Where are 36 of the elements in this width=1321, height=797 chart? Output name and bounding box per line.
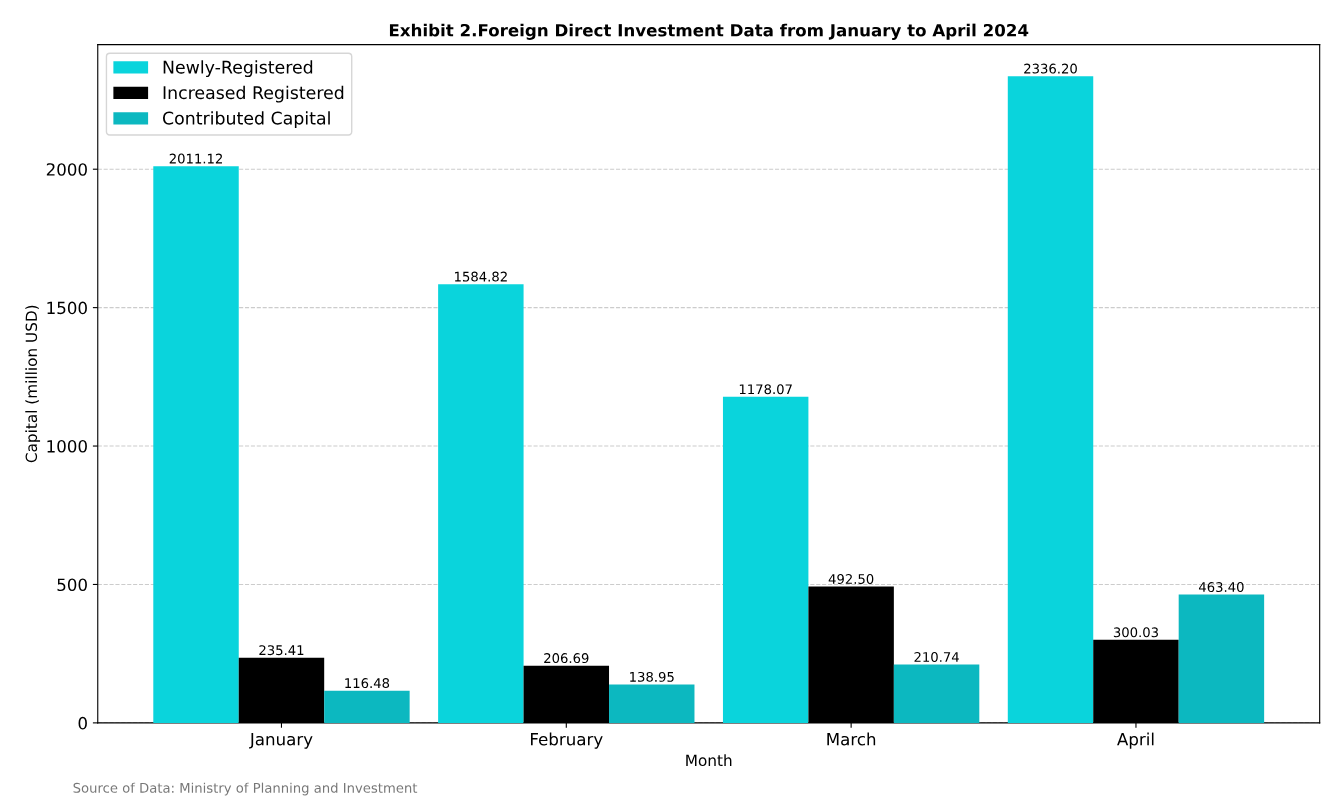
bar — [1007, 76, 1094, 723]
bar — [893, 664, 980, 723]
y-tick-label: 2000 — [46, 163, 87, 176]
chart-title: Exhibit 2.Foreign Direct Investment Data from January to April 2024 — [389, 23, 1029, 40]
data-label: 206.69 — [544, 653, 589, 664]
y-tick-label: 0 — [78, 716, 87, 730]
legend-label: Contributed Capital — [162, 111, 330, 129]
y-tick-label: 1500 — [47, 301, 87, 315]
x-tick-label: February — [531, 732, 603, 749]
x-tick-label: January — [249, 733, 313, 749]
data-label: 300.03 — [1113, 627, 1158, 638]
bar — [438, 284, 524, 723]
legend-label: Newly-Registered — [163, 60, 313, 78]
data-label: 116.48 — [345, 678, 390, 689]
x-tick-label: April — [1117, 732, 1154, 749]
data-label: 2011.12 — [169, 153, 222, 164]
bar — [1178, 594, 1265, 723]
data-label: 463.40 — [1198, 582, 1244, 593]
data-label: 210.74 — [914, 652, 959, 662]
data-label: 138.95 — [630, 671, 674, 682]
bar — [609, 684, 695, 723]
x-tick-label: March — [827, 732, 876, 746]
source-note: Source of Data: Ministry of Planning and Investment — [73, 782, 418, 796]
y-tick-label: 500 — [57, 578, 87, 592]
y-tick-label: 1000 — [47, 440, 87, 453]
bar — [722, 396, 809, 723]
bar — [324, 690, 410, 723]
x-axis-title: Month — [686, 754, 732, 767]
data-label: 492.50 — [828, 574, 874, 584]
data-label: 235.41 — [259, 645, 304, 656]
legend-label: Increased Registered — [163, 85, 344, 103]
data-label: 2336.20 — [1024, 63, 1077, 74]
data-label: 1584.82 — [455, 271, 507, 282]
y-axis-title: Capital (million USD) — [25, 305, 41, 463]
data-label: 1178.07 — [739, 384, 792, 395]
bar — [153, 166, 239, 723]
